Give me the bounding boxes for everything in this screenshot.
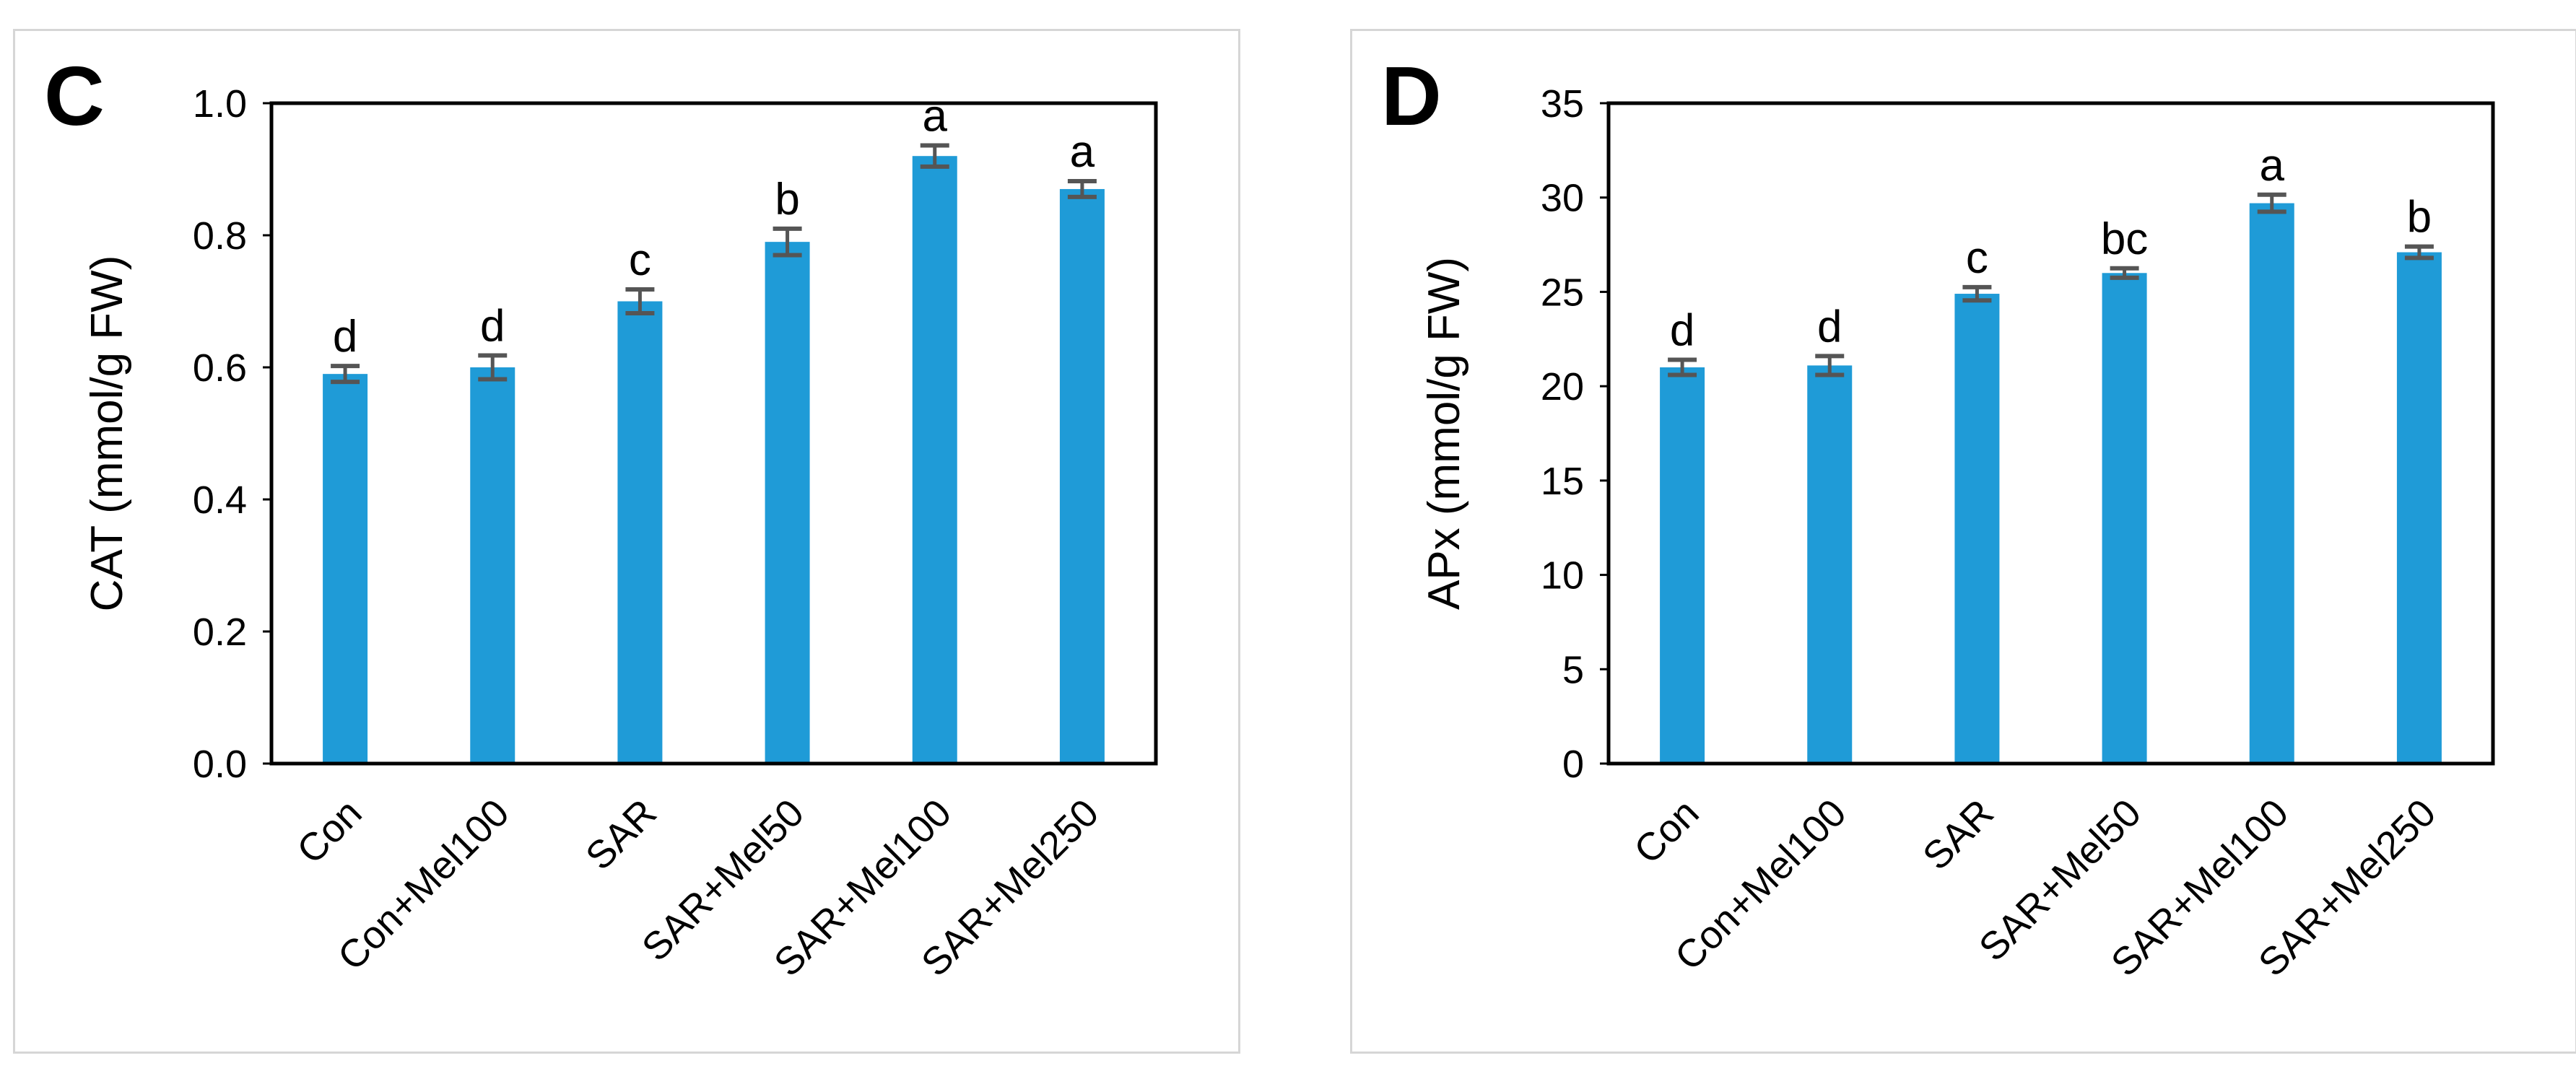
data-bar [1660, 367, 1705, 764]
significance-letter: b [2407, 193, 2432, 242]
data-bar [912, 156, 957, 764]
plot-area-border [269, 101, 1158, 766]
category-label: SAR [578, 791, 665, 878]
significance-letter: d [333, 312, 357, 362]
data-bar [2396, 252, 2442, 764]
panel-letter: C [44, 49, 105, 143]
y-tick-label: 35 [1541, 82, 1584, 126]
y-tick-label: 30 [1541, 177, 1584, 220]
data-bar [470, 367, 515, 764]
significance-letter: a [1070, 127, 1095, 177]
significance-letter: bc [2101, 214, 2148, 264]
y-tick-label: 0.4 [193, 478, 247, 522]
significance-letter: d [480, 302, 505, 351]
category-label: SAR [1915, 791, 2002, 878]
y-tick-label: 0.0 [193, 743, 247, 786]
significance-letter: c [629, 235, 651, 285]
data-bar [1954, 294, 2000, 764]
y-tick-label: 0.2 [193, 611, 247, 654]
y-tick-label: 0.8 [193, 214, 247, 258]
y-tick-label: 15 [1541, 460, 1584, 503]
y-axis-title: CAT (mmol/g FW) [82, 255, 132, 612]
chart-panel-d: D APx (mmol/g FW) 0 5 10 15 20 25 30 35 d Con d Con+M… [1350, 29, 2576, 1054]
data-bar [323, 374, 368, 764]
significance-letter: a [923, 92, 948, 141]
data-bar [2249, 203, 2294, 764]
y-tick-label: 0 [1562, 743, 1584, 786]
data-bar [765, 242, 810, 764]
y-tick-label: 20 [1541, 365, 1584, 408]
y-tick-label: 5 [1562, 648, 1584, 691]
chart-panel-c: C CAT (mmol/g FW) 0.0 0.2 0.4 0.6 0.8 1.0 d Con d C… [13, 29, 1240, 1054]
panel-letter: D [1381, 49, 1442, 143]
significance-letter: a [2260, 141, 2285, 191]
plot-area-border [1606, 101, 2495, 766]
data-bar [1807, 365, 1853, 764]
y-tick-label: 1.0 [193, 82, 247, 126]
data-bar [617, 301, 663, 764]
data-bar [1059, 188, 1105, 764]
category-label: Con [1626, 791, 1707, 872]
significance-letter: c [1966, 233, 1988, 283]
y-axis-title: APx (mmol/g FW) [1419, 257, 1469, 610]
category-label: Con [289, 791, 370, 872]
significance-letter: b [775, 175, 799, 224]
significance-letter: d [1817, 302, 1842, 351]
data-bar [2102, 273, 2147, 764]
significance-letter: d [1670, 306, 1694, 356]
y-tick-label: 10 [1541, 554, 1584, 598]
y-tick-label: 0.6 [193, 346, 247, 390]
y-tick-label: 25 [1541, 271, 1584, 314]
